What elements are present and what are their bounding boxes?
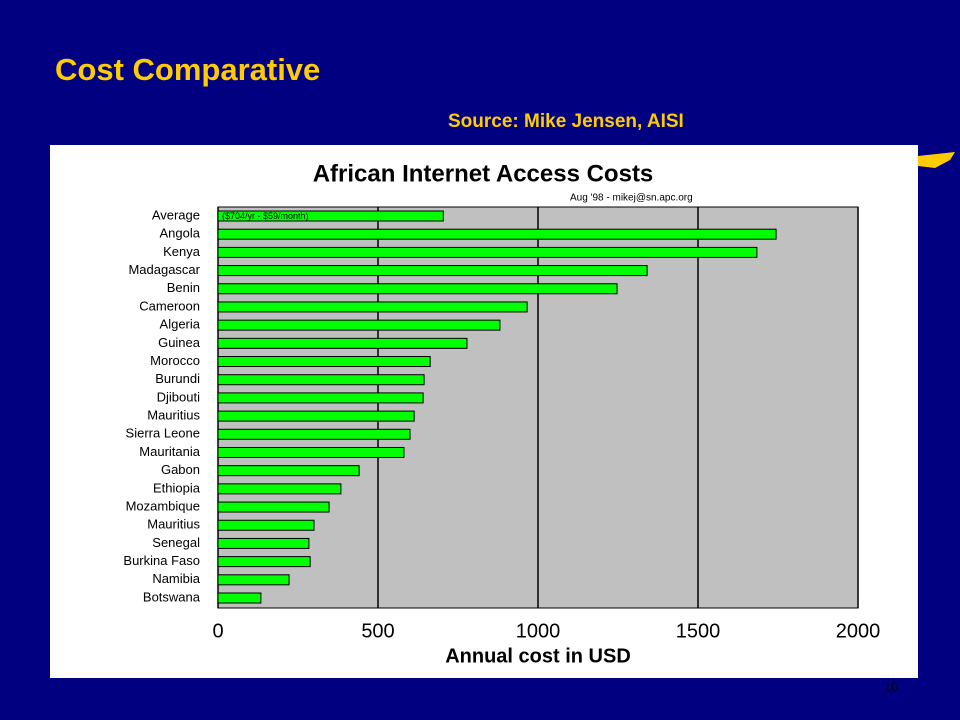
bar <box>217 446 405 458</box>
x-tick-label: 0 <box>212 620 223 642</box>
bar <box>217 319 501 331</box>
y-tick-label: Mauritania <box>139 444 200 459</box>
y-tick-label: Botswana <box>143 589 201 604</box>
y-tick-label: Benin <box>167 280 200 295</box>
chart-title: African Internet Access Costs <box>313 160 654 187</box>
bar <box>217 574 290 586</box>
bar <box>217 301 528 313</box>
y-tick-label: Mauritius <box>147 408 200 423</box>
bar <box>217 356 431 368</box>
y-tick-label: Angola <box>160 226 201 241</box>
y-tick-label: Mozambique <box>126 498 200 513</box>
y-tick-label: Burkina Faso <box>123 553 200 568</box>
bar <box>217 374 425 386</box>
y-tick-label: Djibouti <box>157 389 200 404</box>
y-tick-label: Average <box>152 207 200 222</box>
pointer-icon <box>918 152 955 168</box>
bar <box>217 556 311 568</box>
bar <box>217 265 648 277</box>
page-number: 10 <box>884 679 898 694</box>
slide-title: Cost Comparative <box>55 52 320 87</box>
y-tick-label: Madagascar <box>128 262 200 277</box>
bar <box>217 246 758 258</box>
bar <box>217 337 468 349</box>
y-tick-label: Burundi <box>155 371 200 386</box>
y-tick-label: Morocco <box>150 353 200 368</box>
x-tick-label: 2000 <box>836 620 881 642</box>
bar <box>217 592 262 604</box>
y-tick-label: Cameroon <box>139 298 200 313</box>
x-tick-label: 1000 <box>516 620 561 642</box>
annotation: ($704/yr - $59/month) <box>222 211 309 221</box>
bar <box>217 210 444 222</box>
y-tick-label: Mauritius <box>147 517 200 532</box>
bar <box>217 283 618 295</box>
bar <box>217 410 415 422</box>
y-tick-label: Senegal <box>152 535 200 550</box>
y-tick-label: Guinea <box>158 335 201 350</box>
bar <box>217 501 330 513</box>
source: Source: Mike Jensen, AISI <box>448 111 684 132</box>
y-tick-label: Sierra Leone <box>126 426 200 441</box>
bar <box>217 483 342 495</box>
bar <box>217 428 411 440</box>
y-tick-label: Kenya <box>163 244 201 259</box>
bar <box>217 228 777 240</box>
y-tick-label: Ethiopia <box>153 480 201 495</box>
y-tick-label: Gabon <box>161 462 200 477</box>
x-axis-label: Annual cost in USD <box>445 645 631 667</box>
y-tick-label: Namibia <box>152 571 200 586</box>
x-tick-label: 1500 <box>676 620 721 642</box>
x-tick-label: 500 <box>361 620 394 642</box>
chart-subtitle: Aug '98 - mikej@sn.apc.org <box>570 193 693 204</box>
bar <box>217 392 424 404</box>
bar <box>217 519 315 531</box>
bar <box>217 465 360 477</box>
y-tick-label: Algeria <box>160 317 201 332</box>
bar <box>217 537 310 549</box>
